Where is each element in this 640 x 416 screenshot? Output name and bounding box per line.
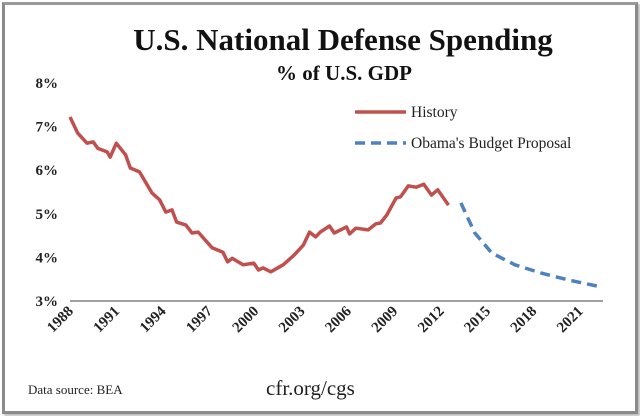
y-tick-label: 6% — [36, 163, 59, 179]
legend-proposal-label: Obama's Budget Proposal — [411, 135, 571, 152]
chart-title: U.S. National Defense Spending — [133, 22, 553, 57]
cfr-credit: cfr.org/cgs — [266, 376, 355, 400]
x-tick-label: 2012 — [415, 304, 448, 337]
x-tick-label: 2003 — [276, 304, 309, 337]
x-tick-label: 2015 — [461, 304, 494, 337]
legend: History Obama's Budget Proposal — [355, 104, 571, 152]
x-tick-label: 2006 — [322, 303, 355, 336]
legend-history-label: History — [411, 104, 458, 121]
x-tick-label: 1997 — [183, 303, 216, 336]
y-tick-label: 3% — [36, 294, 59, 310]
y-tick-label: 8% — [36, 76, 59, 92]
x-tick-label: 2021 — [554, 304, 587, 337]
x-tick-label: 2000 — [230, 304, 263, 337]
x-tick-label: 2009 — [369, 304, 402, 337]
data-source-note: Data source: BEA — [28, 382, 123, 397]
x-tick-label: 2018 — [508, 304, 541, 337]
chart-subtitle: % of U.S. GDP — [276, 61, 412, 85]
x-tick-label: 1991 — [91, 304, 124, 337]
history-line — [68, 116, 450, 274]
y-tick-label: 4% — [36, 250, 59, 266]
y-tick-label: 5% — [36, 207, 59, 223]
x-tick-label: 1994 — [137, 303, 170, 336]
proposal-line — [459, 202, 602, 289]
y-tick-label: 7% — [36, 120, 59, 136]
